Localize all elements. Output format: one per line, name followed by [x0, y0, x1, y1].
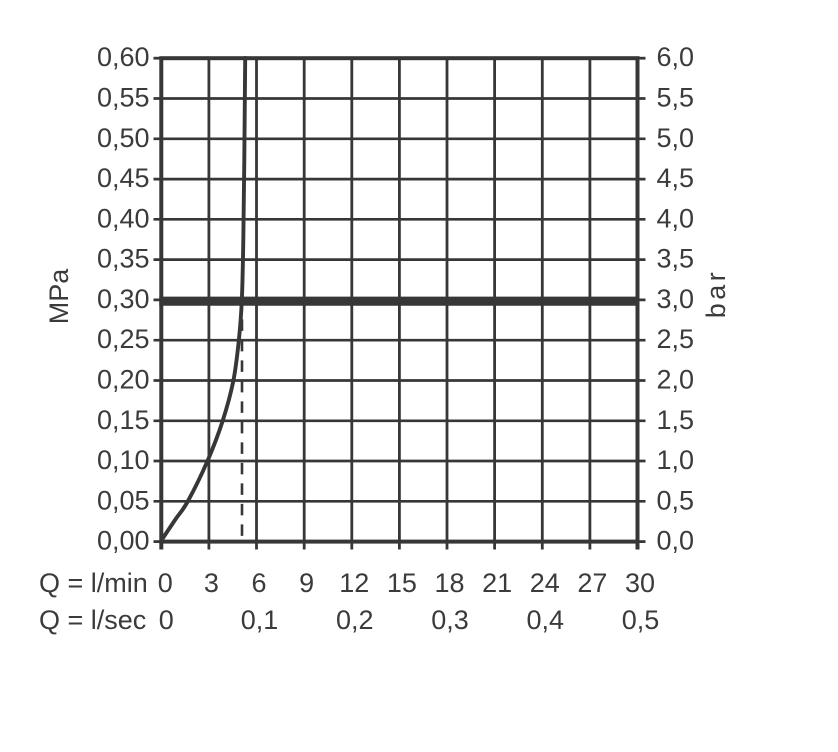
svg-text:1,5: 1,5 [657, 405, 695, 435]
svg-text:0,0: 0,0 [657, 526, 695, 556]
svg-text:6: 6 [251, 568, 266, 598]
svg-text:24: 24 [530, 568, 560, 598]
svg-text:3: 3 [204, 568, 219, 598]
svg-text:4,5: 4,5 [657, 163, 695, 193]
svg-text:0,20: 0,20 [97, 365, 150, 395]
svg-text:0,45: 0,45 [97, 163, 150, 193]
svg-text:21: 21 [482, 568, 512, 598]
svg-text:5,5: 5,5 [657, 83, 695, 113]
svg-text:Q = l/sec: Q = l/sec [39, 605, 146, 635]
svg-text:Q = l/min: Q = l/min [39, 568, 148, 598]
svg-text:0,10: 0,10 [97, 445, 150, 475]
svg-text:0,60: 0,60 [97, 42, 150, 72]
svg-text:18: 18 [434, 568, 464, 598]
svg-text:2,0: 2,0 [657, 365, 695, 395]
svg-text:0: 0 [159, 605, 174, 635]
svg-text:0,2: 0,2 [336, 605, 374, 635]
svg-text:bar: bar [701, 269, 731, 319]
svg-text:3,0: 3,0 [657, 284, 695, 314]
svg-text:0,00: 0,00 [97, 526, 150, 556]
svg-text:0,55: 0,55 [97, 83, 150, 113]
svg-text:15: 15 [387, 568, 417, 598]
svg-text:0,25: 0,25 [97, 324, 150, 354]
svg-text:0,5: 0,5 [657, 485, 695, 515]
svg-text:3,5: 3,5 [657, 244, 695, 274]
svg-text:0,3: 0,3 [431, 605, 469, 635]
svg-text:0,35: 0,35 [97, 244, 150, 274]
svg-text:MPa: MPa [44, 268, 74, 325]
svg-text:0: 0 [158, 568, 173, 598]
svg-text:2,5: 2,5 [657, 324, 695, 354]
svg-text:0,5: 0,5 [622, 605, 660, 635]
svg-text:9: 9 [299, 568, 314, 598]
svg-text:0,1: 0,1 [241, 605, 279, 635]
svg-text:0,15: 0,15 [97, 405, 150, 435]
svg-text:0,05: 0,05 [97, 485, 150, 515]
svg-text:4,0: 4,0 [657, 203, 695, 233]
svg-text:27: 27 [577, 568, 607, 598]
svg-text:0,30: 0,30 [97, 284, 150, 314]
svg-text:0,4: 0,4 [527, 605, 565, 635]
svg-text:30: 30 [625, 568, 655, 598]
svg-text:1,0: 1,0 [657, 445, 695, 475]
svg-text:6,0: 6,0 [657, 42, 695, 72]
svg-text:0,40: 0,40 [97, 203, 150, 233]
svg-text:0,50: 0,50 [97, 123, 150, 153]
svg-text:12: 12 [339, 568, 369, 598]
svg-text:5,0: 5,0 [657, 123, 695, 153]
